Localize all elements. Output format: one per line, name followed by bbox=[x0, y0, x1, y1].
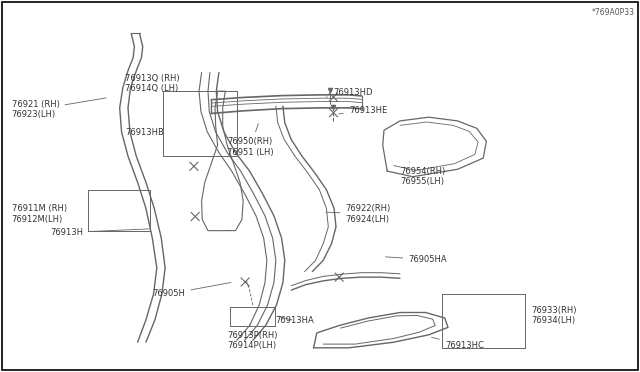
Text: *769A0P33: *769A0P33 bbox=[592, 8, 635, 17]
Text: 76950(RH)
76951 (LH): 76950(RH) 76951 (LH) bbox=[227, 124, 274, 157]
Text: 76905H: 76905H bbox=[153, 282, 231, 298]
Text: 76913H: 76913H bbox=[50, 228, 150, 237]
Text: 76913HA: 76913HA bbox=[275, 316, 314, 325]
Text: 76913HC: 76913HC bbox=[431, 337, 484, 350]
Text: 76911M (RH)
76912M(LH): 76911M (RH) 76912M(LH) bbox=[12, 204, 67, 224]
Text: 76921 (RH)
76923(LH): 76921 (RH) 76923(LH) bbox=[12, 98, 106, 119]
Text: 76913Q (RH)
76914Q (LH): 76913Q (RH) 76914Q (LH) bbox=[125, 74, 179, 93]
Text: 76954(RH)
76955(LH): 76954(RH) 76955(LH) bbox=[400, 162, 445, 186]
Text: 76922(RH)
76924(LH): 76922(RH) 76924(LH) bbox=[326, 204, 391, 224]
Text: 76913HD: 76913HD bbox=[326, 88, 372, 97]
Text: 76933(RH)
76934(LH): 76933(RH) 76934(LH) bbox=[531, 306, 577, 325]
Text: 76913HB: 76913HB bbox=[125, 128, 164, 137]
Text: 76913P(RH)
76914P(LH): 76913P(RH) 76914P(LH) bbox=[227, 323, 278, 350]
Text: 76913HE: 76913HE bbox=[339, 106, 387, 115]
Text: 76905HA: 76905HA bbox=[385, 255, 447, 264]
